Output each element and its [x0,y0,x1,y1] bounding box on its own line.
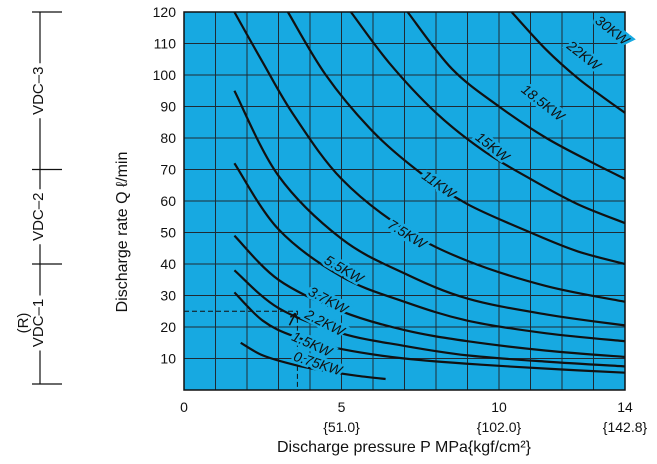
curve-7-5kw [233,90,626,327]
y-tick-label: 40 [160,256,176,272]
plot-frame [183,11,626,391]
curve-30kw [510,11,626,114]
x-tick-label: 5 [338,399,346,415]
y-tick-labels: 10 20 30 40 50 60 70 80 90 100 110 120 [153,4,177,367]
curve-18-5kw [350,11,626,225]
x-tick-sublabel: {51.0} [323,419,360,435]
y-tick-label: 20 [160,319,176,335]
curve-22kw [406,11,626,180]
y-axis-title: Discharge rate Q ℓ/min [114,152,131,313]
curve-11kw [233,11,626,303]
y-tick-label: 80 [160,130,176,146]
grid [183,11,626,391]
curve-2-2kw [233,269,626,368]
x-axis-title: Discharge pressure P MPa{kgf/cm²} [277,439,532,456]
range-label: VDC–3 [30,67,47,115]
range-sublabel: (R) [15,313,32,334]
curve-1-5kw [233,291,626,374]
x-tick-sublabel: {102.0} [477,419,522,435]
range-label-gap [29,295,47,351]
x-tick-sublabel: {142.8} [603,419,648,435]
curve-15kw [286,11,626,266]
range-bars: VDC–3 VDC–2 VDC–1(R) [15,11,62,385]
curve-3-7kw [233,234,626,358]
reference-dashed-line [184,310,298,390]
y-tick-label: 120 [153,4,177,20]
y-tick-label: 70 [160,162,176,178]
curves [233,11,626,381]
range-label-gap [29,189,47,245]
x-tick-label: 10 [491,399,507,415]
x-tick-label: 14 [617,399,633,415]
curve-0-75kw [240,341,386,381]
range-label: VDC–1 [30,299,47,347]
y-tick-label: 10 [160,351,176,367]
range-label: VDC–2 [30,193,47,241]
y-tick-label: 90 [160,99,176,115]
range-label-gap [29,63,47,119]
x-tick-label: 0 [180,399,188,415]
y-tick-label: 60 [160,193,176,209]
curve-5-5kw [233,162,626,343]
y-tick-label: 100 [153,67,177,83]
y-tick-label: 50 [160,225,176,241]
x-tick-labels: 0 5 {51.0} 10 {102.0} 14 {142.8} [180,399,647,435]
y-tick-label: 30 [160,288,176,304]
y-tick-label: 110 [154,36,177,52]
